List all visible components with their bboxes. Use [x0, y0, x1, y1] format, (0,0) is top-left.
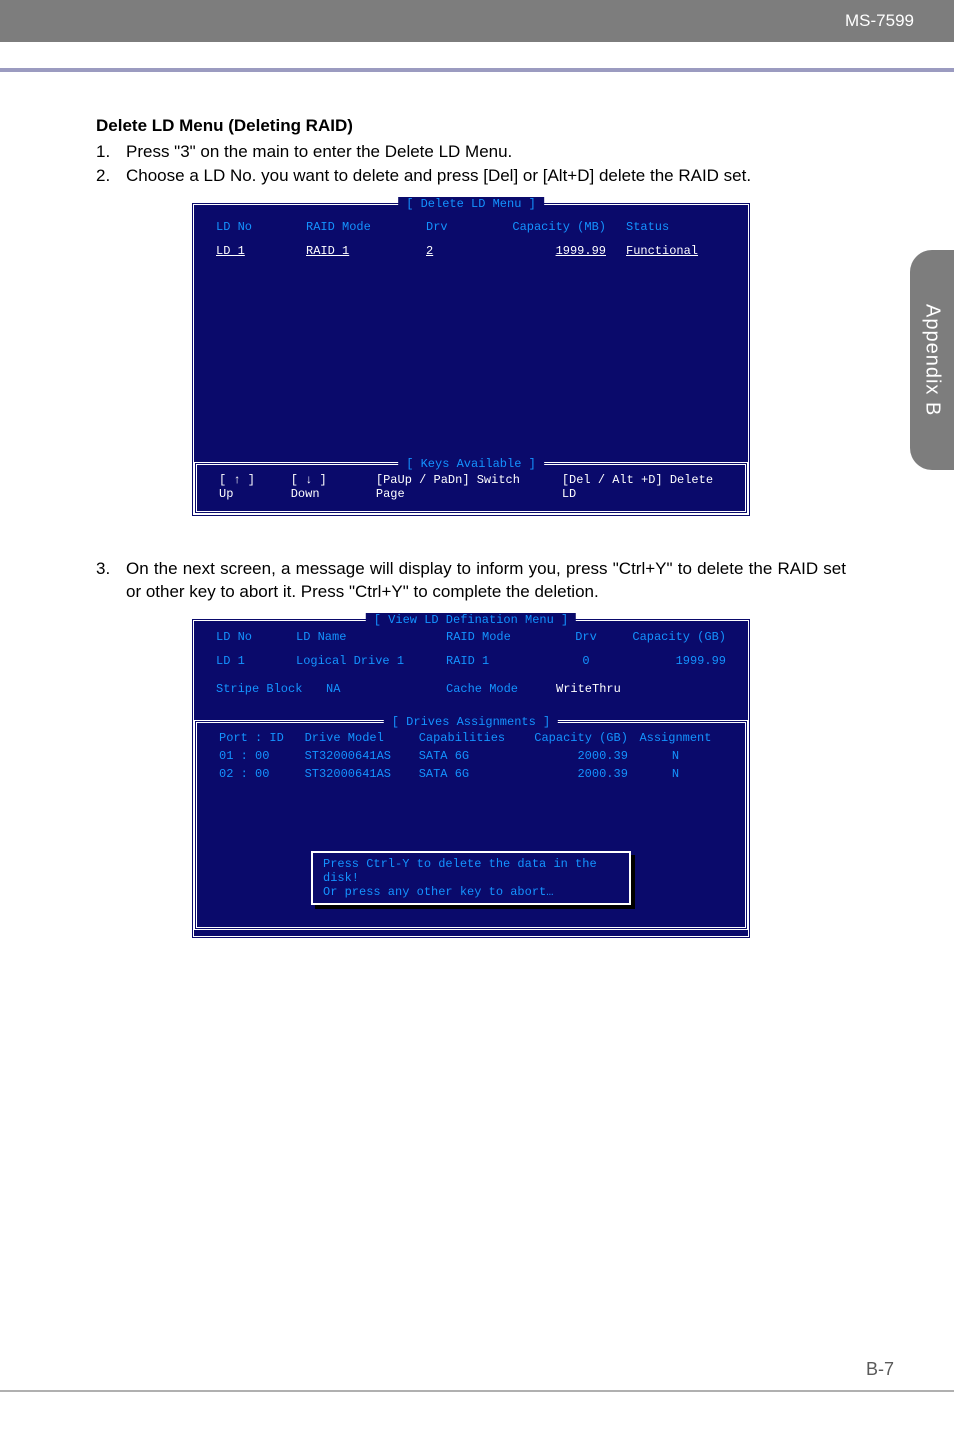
hdr-cap: Capabilities [419, 731, 524, 745]
bios-empty-area [194, 262, 748, 462]
footer-line [0, 1390, 954, 1392]
hdr-raidmode: RAID Mode [446, 630, 556, 644]
val-capgb: 2000.39 [523, 749, 628, 763]
step-1: 1. Press "3" on the main to enter the De… [96, 140, 846, 164]
val-drv: 0 [556, 654, 616, 668]
drives-title: [ Drives Assignments ] [384, 715, 558, 729]
bios2-row[interactable]: LD 1 Logical Drive 1 RAID 1 0 1999.99 [194, 644, 748, 668]
val-capgb: 2000.39 [523, 767, 628, 781]
val-cache: WriteThru [556, 682, 656, 696]
val-stripe: NA [326, 682, 446, 696]
lbl-cache: Cache Mode [446, 682, 556, 696]
accent-line [0, 68, 954, 72]
val-capacity: 1999.99 [616, 654, 726, 668]
bios-row[interactable]: LD 1 RAID 1 2 1999.99 Functional [194, 244, 748, 262]
bios-keys: [ Keys Available ] [ ↑ ] Up [ ↓ ] Down [… [194, 462, 748, 514]
confirm-line1: Press Ctrl-Y to delete the data in the d… [323, 857, 619, 885]
hdr-ldname: LD Name [296, 630, 446, 644]
hdr-drv: Drv [556, 630, 616, 644]
step-text: Choose a LD No. you want to delete and p… [126, 164, 846, 188]
val-ldname: Logical Drive 1 [296, 654, 446, 668]
val-portid: 01 : 00 [219, 749, 305, 763]
da-row-1[interactable]: 01 : 00 ST32000641AS SATA 6G 2000.39 N [197, 745, 745, 763]
col-raidmode: RAID Mode [306, 220, 426, 234]
col-ldno: LD No [216, 220, 306, 234]
val-model: ST32000641AS [305, 749, 419, 763]
doc-id: MS-7599 [845, 11, 914, 31]
doc-header: MS-7599 [0, 0, 954, 42]
lbl-stripe: Stripe Block [216, 682, 326, 696]
hdr-ldno: LD No [216, 630, 296, 644]
bios2-title: [ View LD Defination Menu ] [366, 613, 576, 627]
key-delete-ld: [Del / Alt +D] Delete LD [562, 473, 723, 501]
col-status: Status [626, 220, 726, 234]
cell-drv: 2 [426, 244, 496, 258]
val-ldno: LD 1 [216, 654, 296, 668]
key-up: [ ↑ ] Up [219, 473, 273, 501]
hdr-model: Drive Model [305, 731, 419, 745]
step-num: 3. [96, 557, 126, 605]
section-heading: Delete LD Menu (Deleting RAID) [96, 116, 846, 136]
step-list-2: 3. On the next screen, a message will di… [96, 557, 846, 605]
hdr-capgb: Capacity (GB) [523, 731, 628, 745]
cell-capacity: 1999.99 [496, 244, 626, 258]
drives-assignments: [ Drives Assignments ] Port : ID Drive M… [194, 720, 748, 930]
val-portid: 02 : 00 [219, 767, 305, 781]
key-switch-page: [PaUp / PaDn] Switch Page [376, 473, 544, 501]
cell-status: Functional [626, 244, 726, 258]
bios-col-headers: LD No RAID Mode Drv Capacity (MB) Status [194, 206, 748, 244]
hdr-assign: Assignment [628, 731, 723, 745]
step-text: Press "3" on the main to enter the Delet… [126, 140, 846, 164]
key-down: [ ↓ ] Down [291, 473, 358, 501]
step-num: 1. [96, 140, 126, 164]
bios-keys-title: [ Keys Available ] [398, 457, 544, 471]
val-assign: N [628, 749, 723, 763]
val-assign: N [628, 767, 723, 781]
bios2-empty [197, 781, 745, 851]
confirm-dialog[interactable]: Press Ctrl-Y to delete the data in the d… [311, 851, 631, 905]
cell-ldno: LD 1 [216, 244, 306, 258]
page-number: B-7 [866, 1359, 894, 1380]
da-row-2[interactable]: 02 : 00 ST32000641AS SATA 6G 2000.39 N [197, 763, 745, 781]
bios2-stripe-row: Stripe Block NA Cache Mode WriteThru [194, 668, 748, 706]
col-capacity: Capacity (MB) [496, 220, 626, 234]
cell-raidmode: RAID 1 [306, 244, 426, 258]
val-cap: SATA 6G [419, 767, 524, 781]
col-drv: Drv [426, 220, 496, 234]
confirm-line2: Or press any other key to abort… [323, 885, 619, 899]
step-text: On the next screen, a message will displ… [126, 557, 846, 605]
side-tab: Appendix B [910, 250, 954, 470]
val-cap: SATA 6G [419, 749, 524, 763]
val-raidmode: RAID 1 [446, 654, 556, 668]
step-num: 2. [96, 164, 126, 188]
val-model: ST32000641AS [305, 767, 419, 781]
step-list: 1. Press "3" on the main to enter the De… [96, 140, 846, 188]
side-tab-label: Appendix B [921, 304, 944, 416]
bios-title: [ Delete LD Menu ] [398, 197, 544, 211]
content: Delete LD Menu (Deleting RAID) 1. Press … [96, 116, 846, 939]
step-2: 2. Choose a LD No. you want to delete an… [96, 164, 846, 188]
bios-view-ld: [ View LD Defination Menu ] LD No LD Nam… [191, 618, 751, 939]
hdr-capacity: Capacity (GB) [616, 630, 726, 644]
step-3: 3. On the next screen, a message will di… [96, 557, 846, 605]
hdr-portid: Port : ID [219, 731, 305, 745]
bios-delete-ld: [ Delete LD Menu ] LD No RAID Mode Drv C… [191, 202, 751, 517]
